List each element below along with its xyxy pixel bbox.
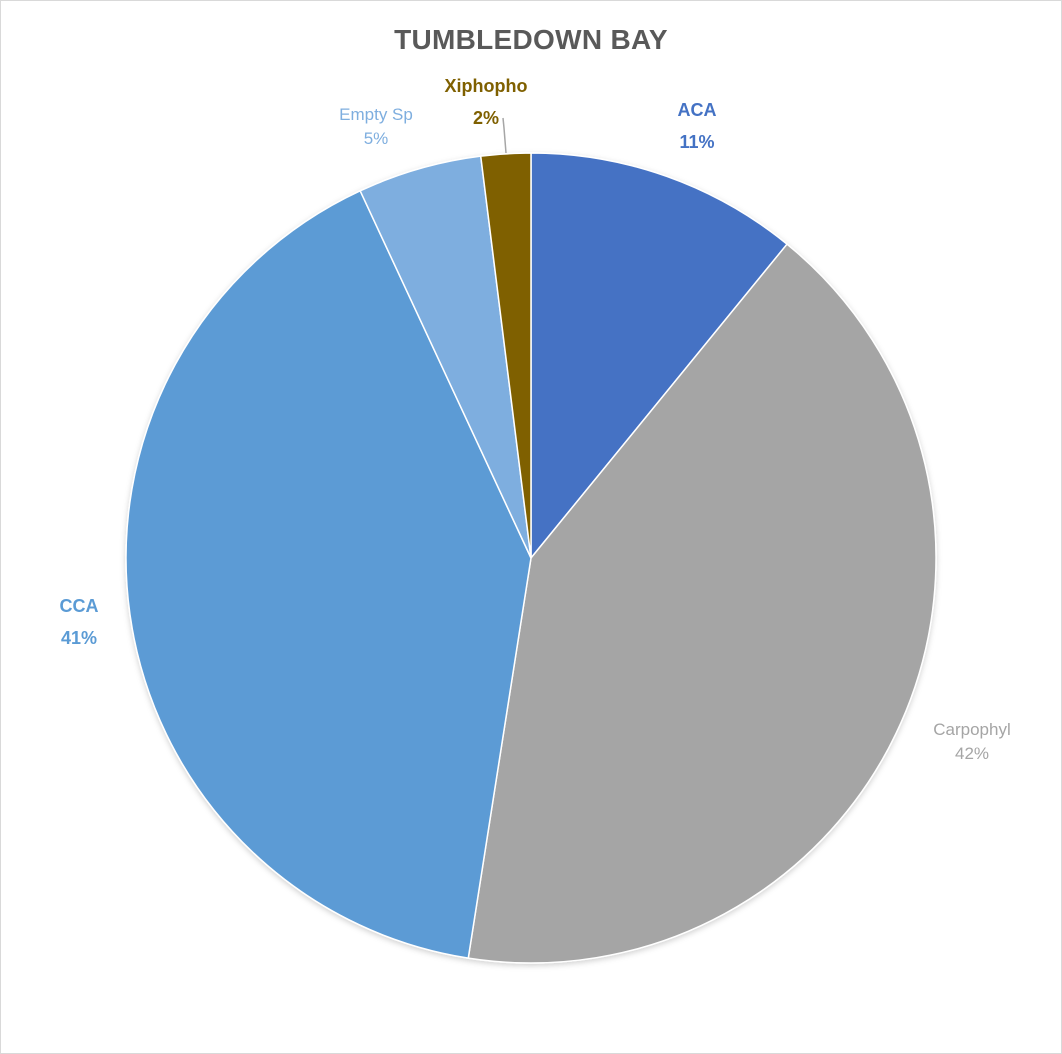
- data-label-pct-xiphopho: 2%: [473, 108, 499, 128]
- data-label-name-xiphopho: Xiphopho: [445, 76, 528, 96]
- data-label-pct-carpophyl: 42%: [955, 744, 989, 763]
- data-label-name-empty-sp: Empty Sp: [339, 105, 413, 124]
- pie-slice-xiphopho: [479, 152, 532, 559]
- pie-slice-cca: [125, 189, 532, 959]
- data-label-name-carpophyl: Carpophyl: [933, 720, 1011, 739]
- data-label-name-aca: ACA: [678, 100, 717, 120]
- pie-slice-carpophyl: [467, 243, 937, 964]
- data-label-pct-aca: 11%: [679, 132, 714, 152]
- pie-slice-aca: [530, 152, 789, 561]
- leader-line-xiphopho: [502, 117, 507, 154]
- data-label-name-cca: CCA: [60, 596, 99, 616]
- data-label-pct-empty-sp: 5%: [364, 129, 389, 148]
- data-label-pct-cca: 41%: [61, 628, 97, 648]
- chart-title: TUMBLEDOWN BAY: [394, 24, 668, 55]
